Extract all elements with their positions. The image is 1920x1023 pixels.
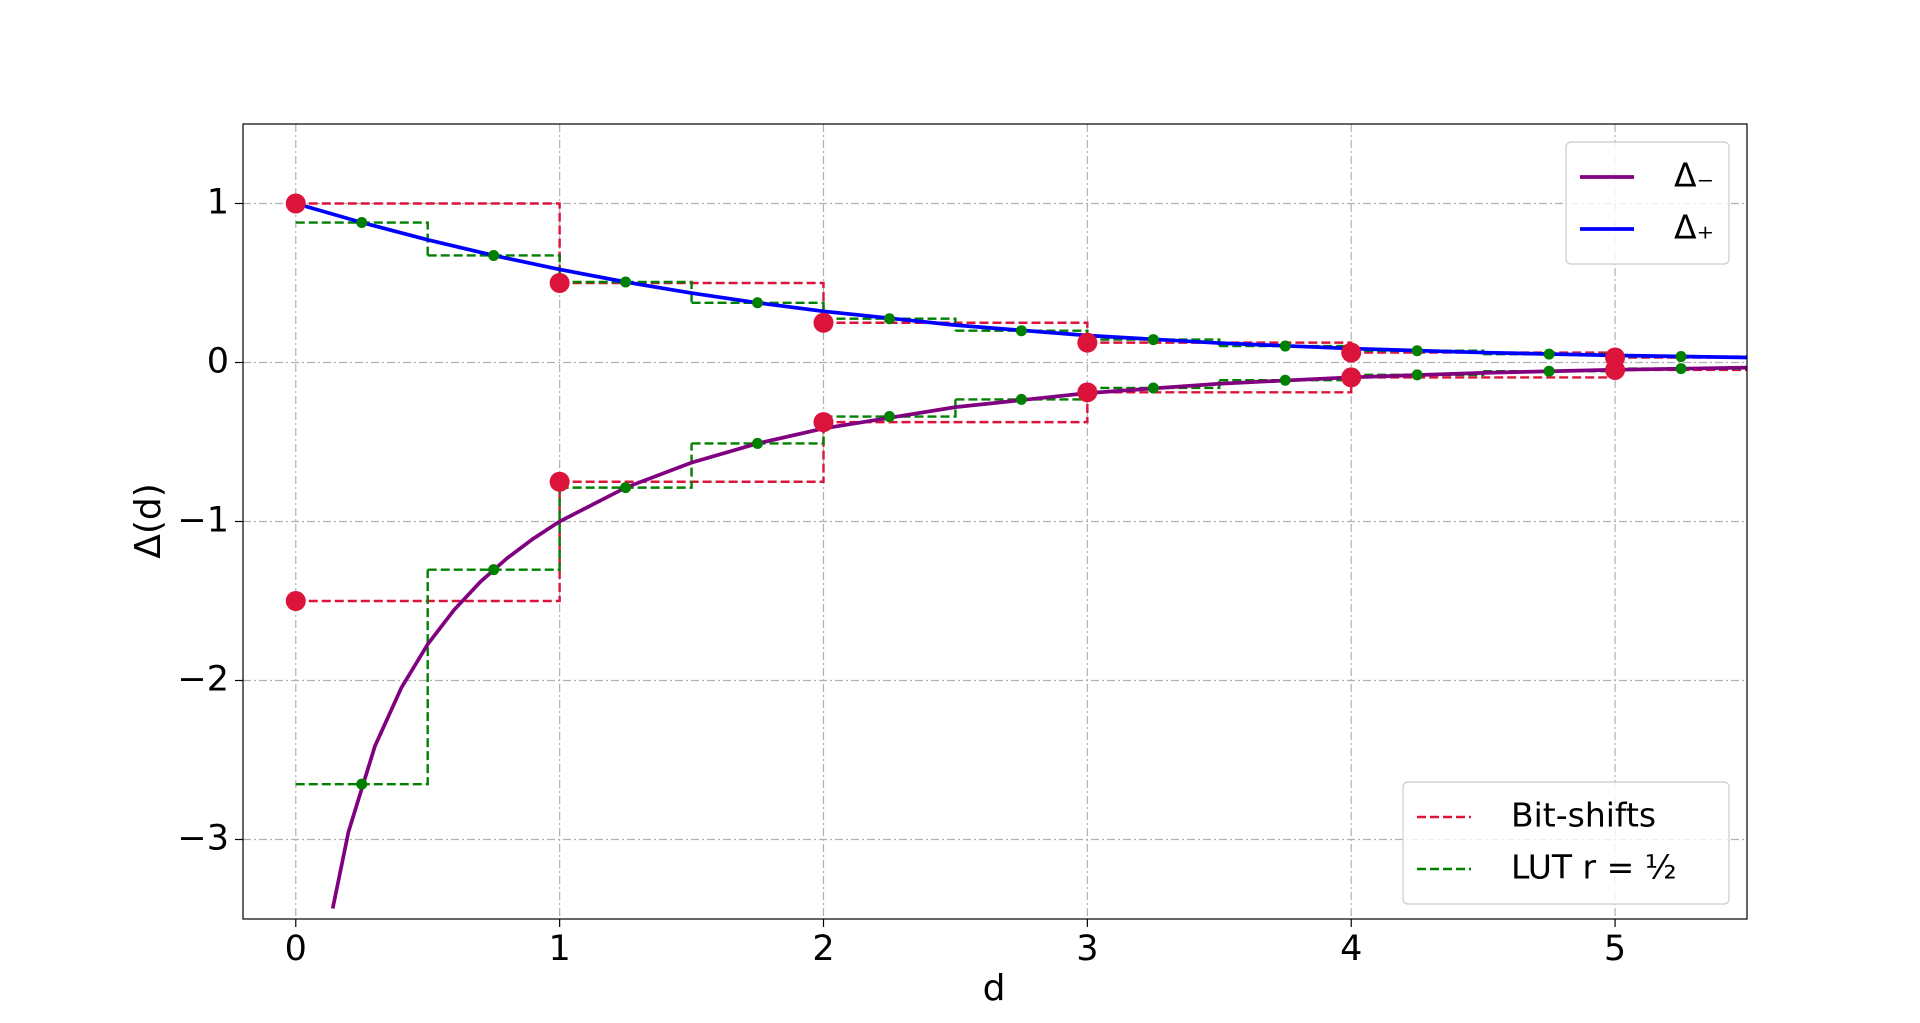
plot-frame (242, 123, 1748, 920)
marker (1675, 363, 1687, 375)
marker (356, 778, 368, 790)
y-axis-label: Δ(d) (128, 483, 169, 559)
marker (813, 312, 834, 333)
step-segment (823, 392, 1089, 424)
marker (1279, 374, 1291, 386)
step-segment (559, 443, 693, 489)
step-segment (295, 569, 429, 786)
step-segment (559, 280, 693, 303)
marker (1605, 359, 1626, 380)
marker (1341, 367, 1362, 388)
marker (1015, 393, 1027, 405)
marker (549, 273, 570, 293)
marker (1543, 348, 1555, 360)
marker (1015, 325, 1027, 337)
x-tick-label: 3 (1076, 929, 1098, 969)
legend-label: LUT r = ½ (1511, 848, 1677, 887)
marker (883, 411, 895, 423)
marker (356, 217, 368, 229)
step-segment (295, 221, 429, 256)
y-tick-label: 0 (207, 342, 229, 382)
marker (1341, 342, 1362, 363)
marker (1077, 332, 1098, 353)
y-tick-label: 1 (207, 183, 229, 223)
x-tick-label: 2 (812, 929, 834, 969)
step-segment (823, 317, 957, 331)
marker (549, 471, 570, 492)
x-tick-label: 1 (548, 929, 570, 969)
marker (1077, 382, 1098, 403)
legend-label: Δ₋ (1674, 156, 1714, 195)
marker (883, 313, 895, 325)
marker (1543, 365, 1555, 377)
legend: Δ₋ Δ₊ (1565, 141, 1730, 265)
marker (1279, 340, 1291, 352)
y-tick-label: −2 (177, 660, 229, 700)
step-segment (823, 399, 957, 418)
marker (1411, 369, 1423, 381)
marker (620, 482, 632, 494)
marker (1147, 334, 1159, 346)
step-segment (691, 301, 825, 319)
marker (752, 297, 764, 309)
marker (1147, 382, 1159, 394)
x-tick-label: 4 (1340, 929, 1362, 969)
x-tick-label: 5 (1604, 929, 1626, 969)
x-tick-label: 0 (285, 929, 307, 969)
marker (813, 412, 834, 433)
marker (1675, 351, 1687, 363)
marker (752, 437, 764, 449)
legend-box (1565, 141, 1730, 265)
marker (488, 564, 500, 576)
legend-label: Bit-shifts (1511, 796, 1656, 835)
legend-label: Δ₊ (1674, 208, 1714, 247)
x-axis-label: d (983, 968, 1006, 1009)
marker (488, 249, 500, 261)
marker (285, 591, 306, 611)
marker (1411, 345, 1423, 357)
y-tick-label: −3 (177, 819, 229, 859)
marker (285, 193, 306, 214)
legend: Bit-shifts LUT r = ½ (1402, 781, 1730, 905)
step-segment (427, 487, 561, 571)
marker (620, 276, 632, 288)
legend-box (1402, 781, 1730, 905)
y-tick-label: −1 (177, 501, 229, 541)
plot-area (285, 193, 1747, 909)
